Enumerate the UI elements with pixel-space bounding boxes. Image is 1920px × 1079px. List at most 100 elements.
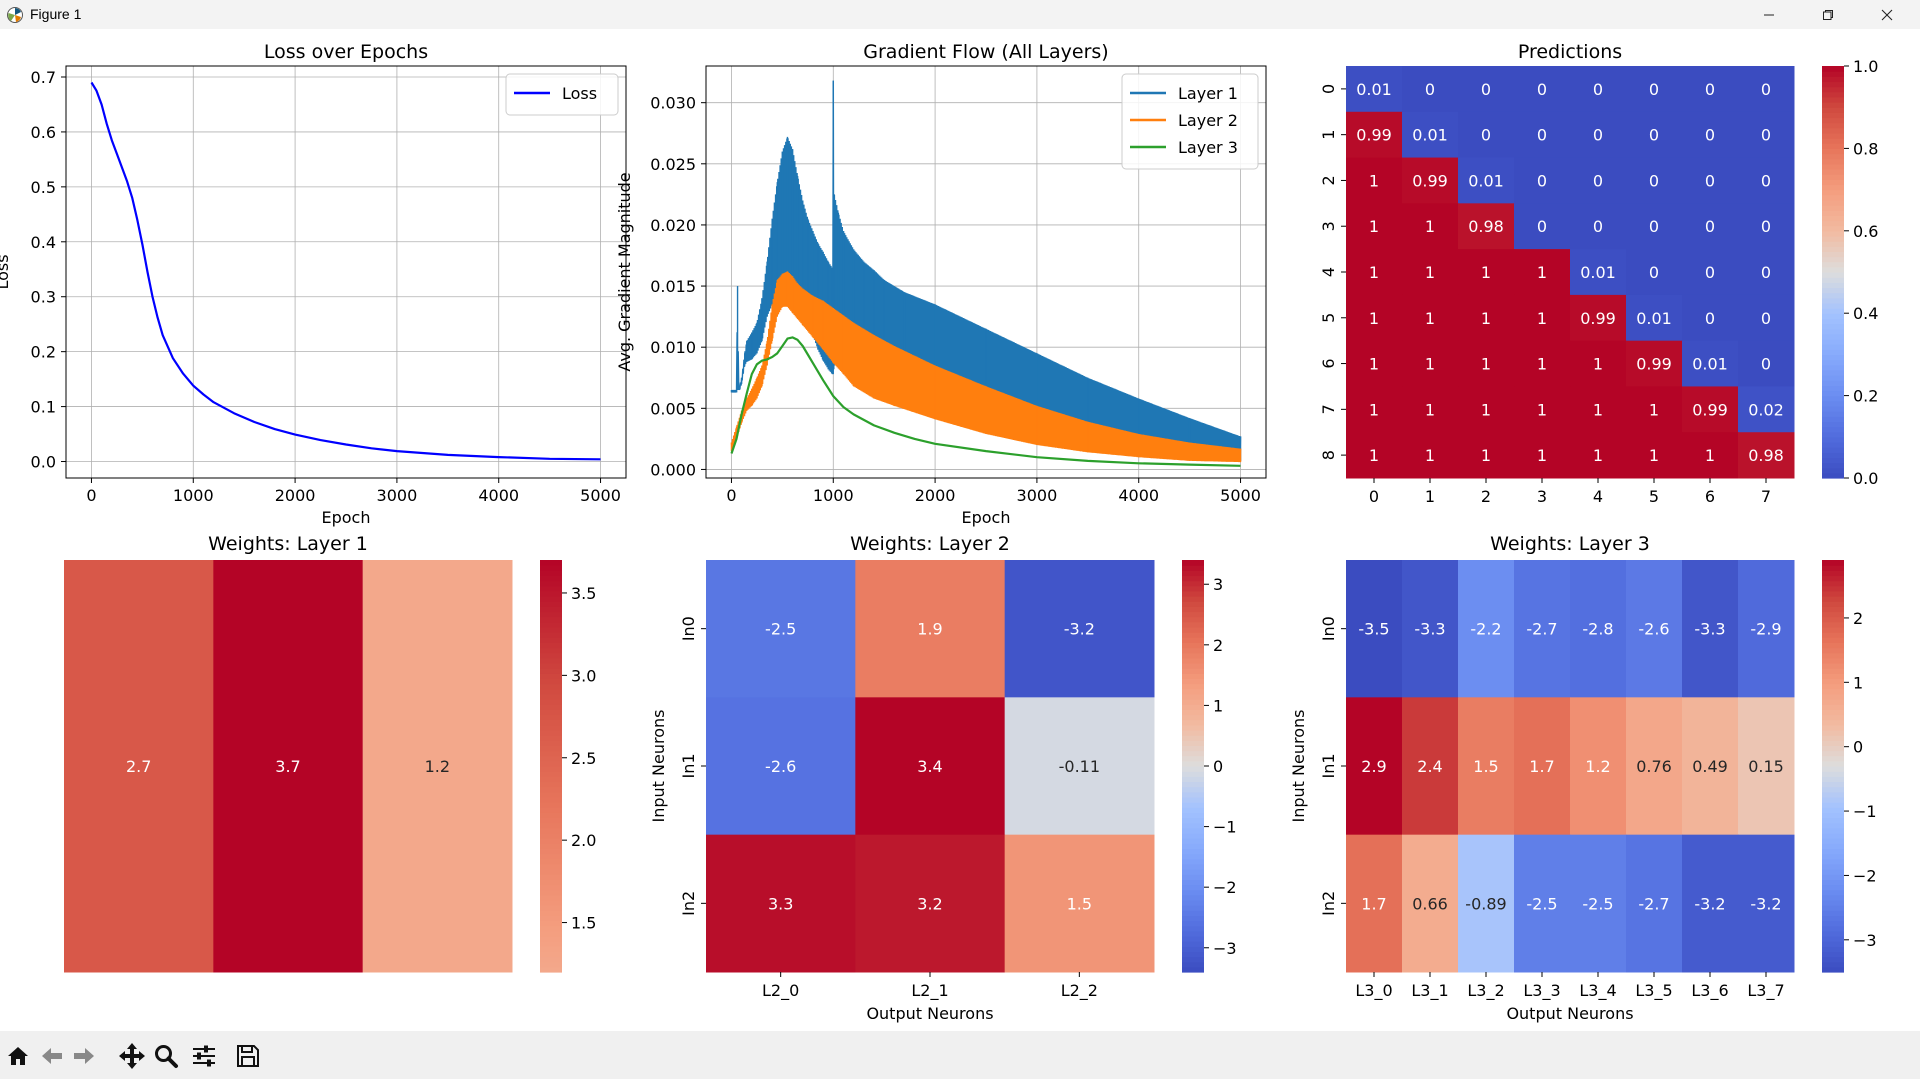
colorbar-segment xyxy=(1182,956,1204,963)
x-tick-label: L3_7 xyxy=(1747,981,1784,1001)
y-tick-label: 0.0 xyxy=(31,453,56,472)
cell-value-label: 0 xyxy=(1593,126,1603,145)
colorbar-segment xyxy=(1822,925,1844,932)
colorbar-segment xyxy=(540,848,562,855)
colorbar-tick-label: −1 xyxy=(1853,802,1877,821)
colorbar-segment xyxy=(1182,575,1204,582)
colorbar-segment xyxy=(1182,812,1204,819)
colorbar-tick-label: −3 xyxy=(1213,939,1237,958)
colorbar-segment xyxy=(1822,565,1844,571)
colorbar-segment xyxy=(1182,781,1204,788)
colorbar-segment xyxy=(540,601,562,607)
colorbar-segment xyxy=(1822,874,1844,880)
restore-icon[interactable] xyxy=(1799,0,1857,29)
zoom-magnifier-icon[interactable] xyxy=(152,1042,180,1070)
home-icon[interactable] xyxy=(4,1042,32,1070)
cell-value-label: 1 xyxy=(1369,355,1379,374)
heatmap-5: -2.5 1.9 -3.2 -2.6 3.4 -0.11 3.3 3.2 1.5 L2_0 L2_1… xyxy=(649,533,1237,1023)
colorbar-segment xyxy=(1822,431,1844,438)
heatmap-cell xyxy=(1402,432,1459,479)
heatmap-cell xyxy=(1738,560,1795,698)
colorbar-segment xyxy=(1822,194,1844,201)
pan-move-icon[interactable] xyxy=(118,1042,146,1070)
colorbar-segment xyxy=(540,827,562,834)
cell-value-label: 1 xyxy=(1705,446,1715,465)
colorbar-segment xyxy=(1182,714,1204,721)
x-tick-label: 4000 xyxy=(478,486,519,505)
close-icon[interactable] xyxy=(1858,0,1916,29)
colorbar-segment xyxy=(1822,688,1844,695)
colorbar-segment xyxy=(1822,941,1844,947)
cell-value-label: 1 xyxy=(1481,263,1491,282)
heatmap-cell xyxy=(213,560,364,973)
colorbar-segment xyxy=(1182,740,1204,746)
y-tick-label: 6 xyxy=(1319,358,1338,368)
colorbar-segment xyxy=(540,786,562,793)
colorbar-segment xyxy=(1822,632,1844,638)
x-tick-label: L2_2 xyxy=(1061,981,1098,1001)
heatmap-cell xyxy=(1514,432,1571,479)
cell-value-label: 0.76 xyxy=(1636,757,1672,776)
colorbar-segment xyxy=(1822,313,1844,319)
colorbar-segment xyxy=(1822,791,1844,798)
colorbar-tick-label: 3 xyxy=(1213,575,1223,594)
y-tick-label: 5 xyxy=(1319,313,1338,323)
colorbar-segment xyxy=(1822,395,1844,402)
heatmap-6: -3.5 -3.3 -2.2 -2.7 -2.8 -2.6 -3.3 -2.9 2.9 2.4 1.… xyxy=(1289,533,1877,1023)
y-axis-label: Avg. Gradient Magnitude xyxy=(615,172,634,371)
colorbar-segment xyxy=(540,894,562,901)
heatmap-cell xyxy=(1346,294,1403,342)
colorbar-segment xyxy=(1822,153,1844,160)
cell-value-label: 1.9 xyxy=(917,620,942,639)
heatmap-cell xyxy=(1626,249,1683,296)
cell-value-label: 0 xyxy=(1593,80,1603,99)
colorbar-segment xyxy=(1822,169,1844,175)
cell-value-label: 0 xyxy=(1705,263,1715,282)
colorbar-segment xyxy=(1822,127,1844,134)
colorbar-segment xyxy=(540,817,562,824)
x-tick-label: L3_3 xyxy=(1523,981,1560,1001)
colorbar-segment xyxy=(1182,755,1204,762)
cell-value-label: 0 xyxy=(1761,309,1771,328)
cell-value-label: 0 xyxy=(1649,171,1659,190)
colorbar-segment xyxy=(1822,416,1844,422)
cell-value-label: -3.3 xyxy=(1414,620,1445,639)
configure-subplots-icon[interactable] xyxy=(190,1042,218,1070)
colorbar-segment xyxy=(540,704,562,710)
cell-value-label: 1 xyxy=(1481,355,1491,374)
colorbar-segment xyxy=(1182,843,1204,849)
x-axis-label: Output Neurons xyxy=(866,1004,993,1023)
cell-value-label: 1.5 xyxy=(1473,757,1498,776)
colorbar-segment xyxy=(540,709,562,716)
colorbar-segment xyxy=(1822,673,1844,680)
colorbar-segment xyxy=(1182,915,1204,922)
save-disk-icon[interactable] xyxy=(234,1042,262,1070)
y-tick-label: 0.2 xyxy=(31,343,56,362)
colorbar-segment xyxy=(540,580,562,587)
colorbar-segment xyxy=(1822,560,1844,566)
cell-value-label: 0.99 xyxy=(1636,355,1672,374)
cell-value-label: 3.4 xyxy=(917,757,942,776)
back-arrow-icon[interactable] xyxy=(38,1042,66,1070)
colorbar-segment xyxy=(1182,719,1204,726)
navigation-toolbar xyxy=(0,1031,1920,1079)
colorbar-segment xyxy=(1822,750,1844,757)
colorbar-segment xyxy=(1182,771,1204,777)
colorbar-segment xyxy=(540,946,562,952)
colorbar: −3 −2 −1 0 1 2 xyxy=(1822,560,1877,973)
minimize-icon[interactable] xyxy=(1740,0,1798,29)
forward-arrow-icon[interactable] xyxy=(70,1042,98,1070)
colorbar-segment xyxy=(1822,318,1844,325)
colorbar-segment xyxy=(1822,297,1844,304)
colorbar-segment xyxy=(540,611,562,618)
colorbar-segment xyxy=(540,565,562,571)
colorbar-segment xyxy=(1822,724,1844,731)
chart-title: Weights: Layer 3 xyxy=(1490,533,1650,555)
colorbar-segment xyxy=(540,642,562,649)
colorbar-segment xyxy=(540,647,562,654)
heatmap-cell xyxy=(1458,111,1515,159)
colorbar-segment xyxy=(1822,606,1844,613)
colorbar-segment xyxy=(1822,71,1844,77)
colorbar-tick-label: 0.8 xyxy=(1853,139,1878,158)
colorbar-segment xyxy=(1822,812,1844,819)
